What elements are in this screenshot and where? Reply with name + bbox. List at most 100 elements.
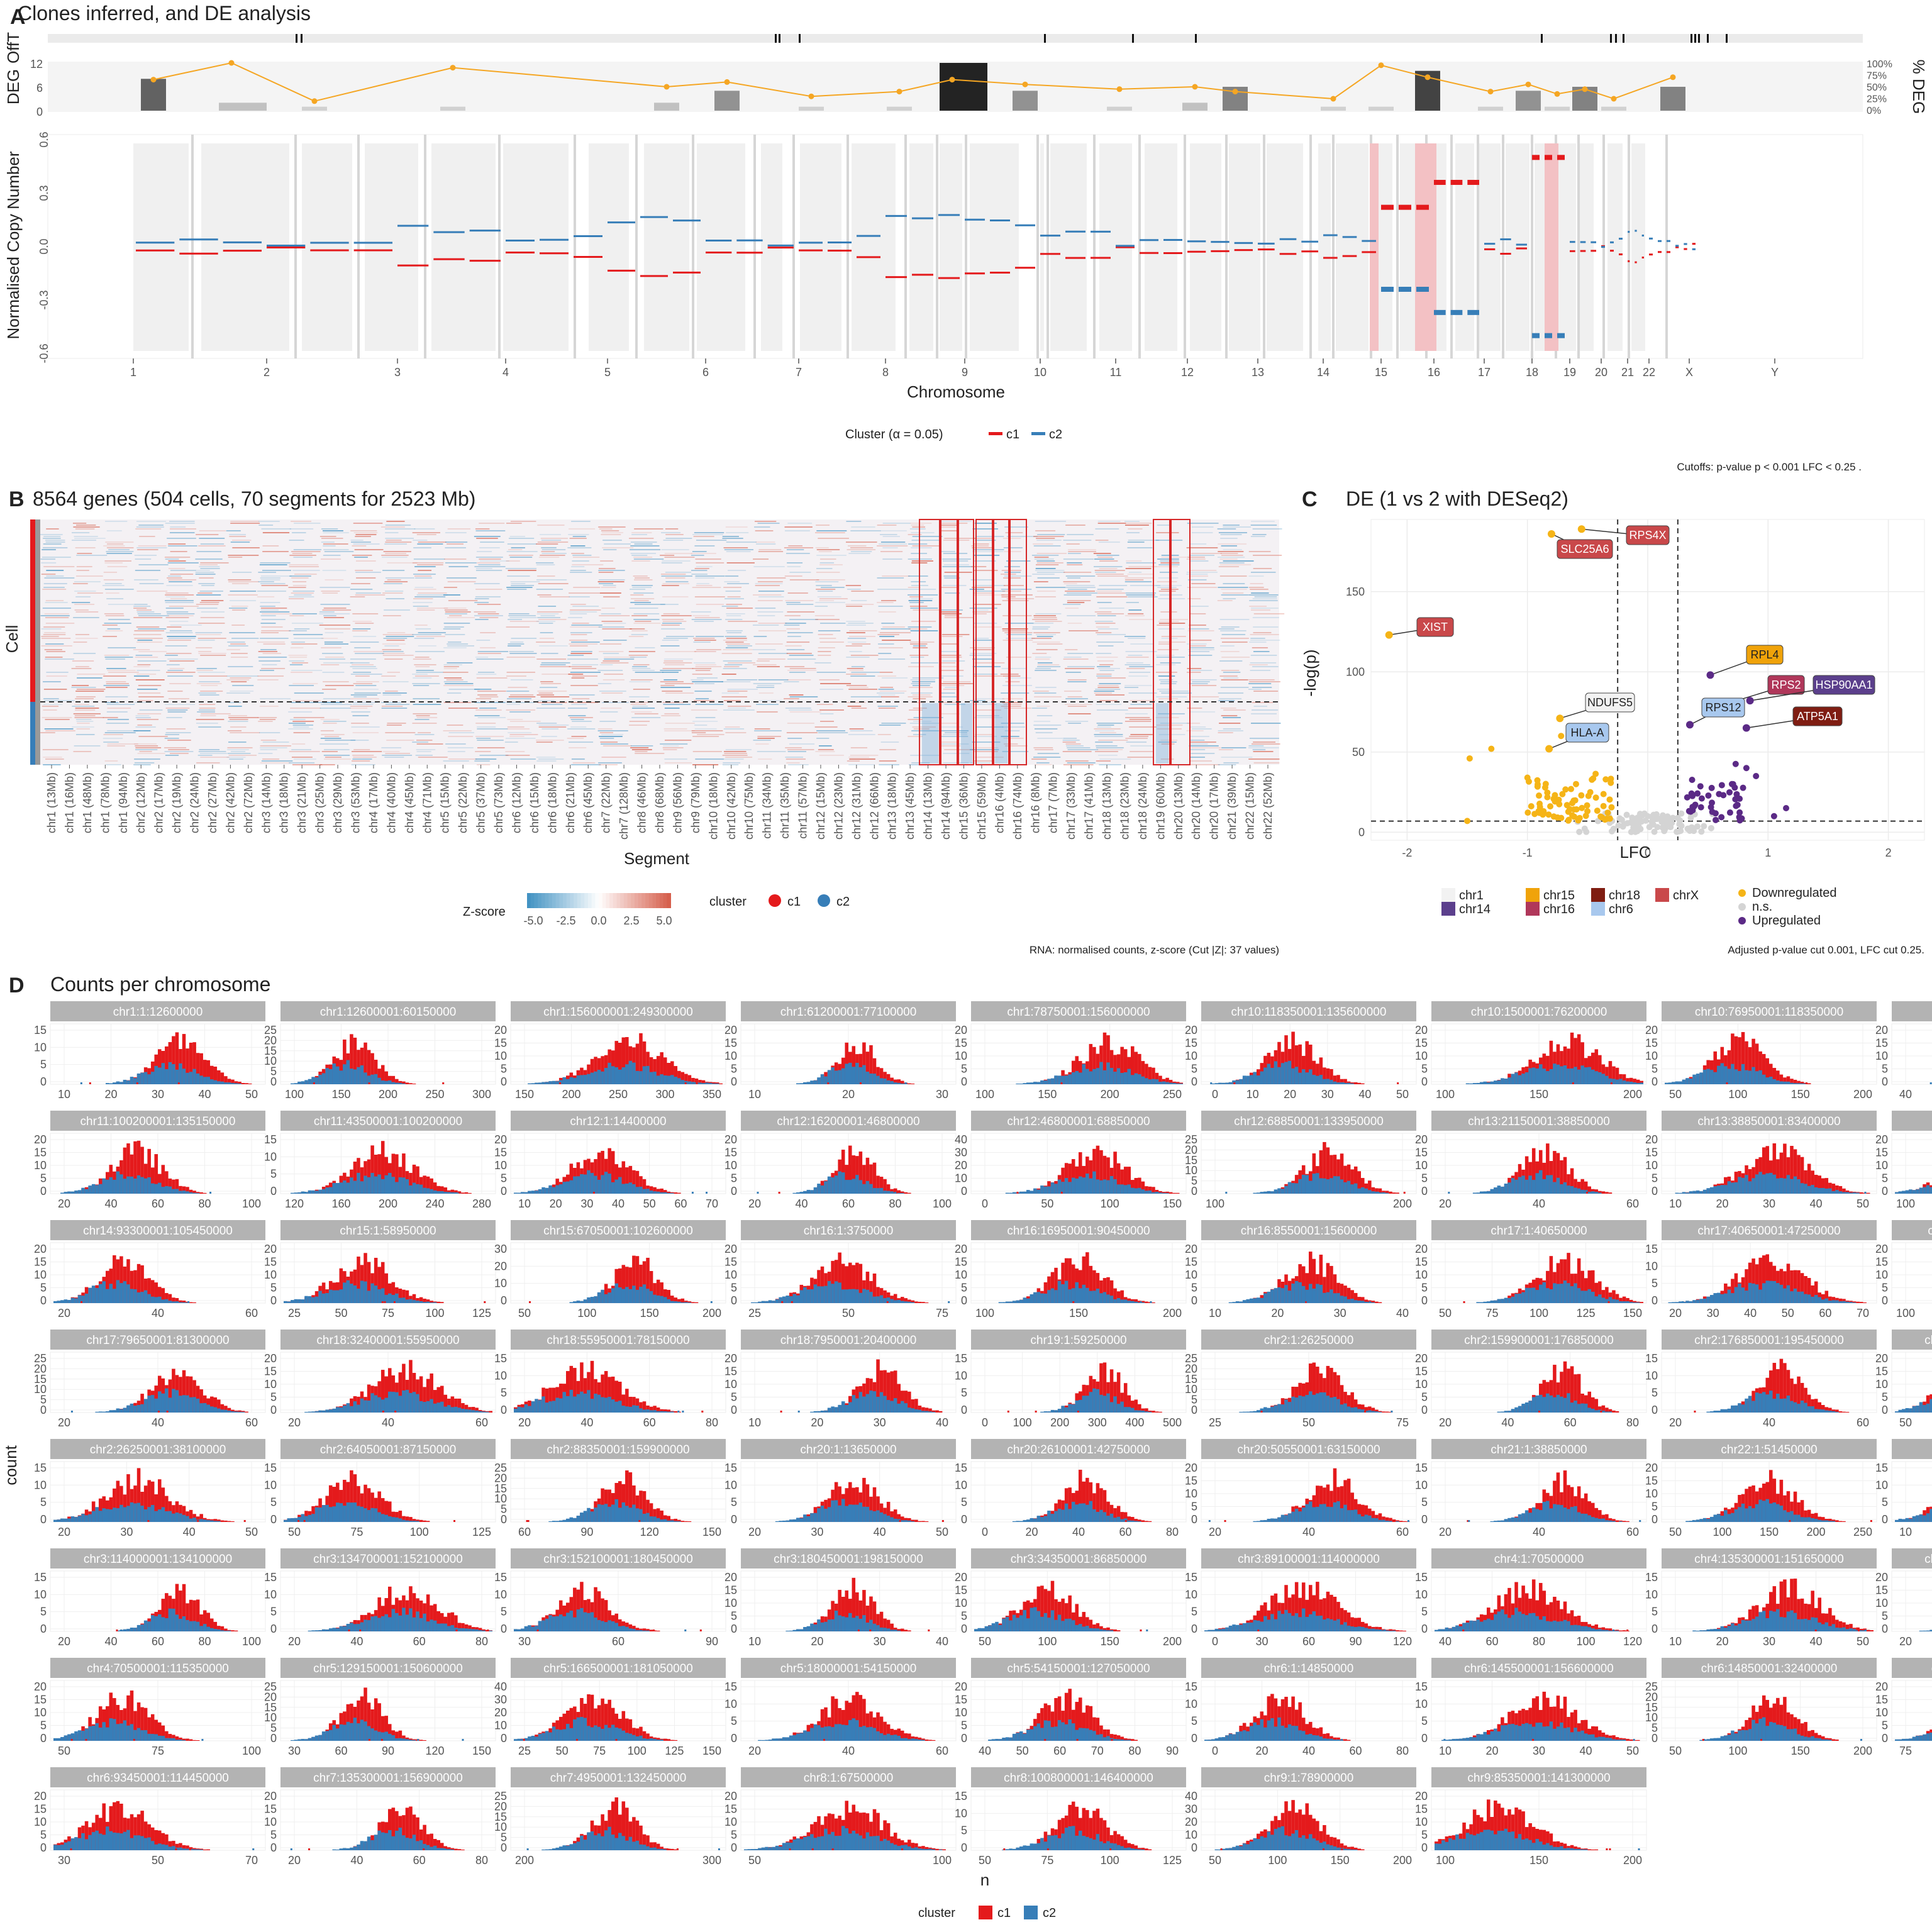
hist-bar-c2 bbox=[625, 1064, 629, 1084]
heatmap-cell bbox=[784, 575, 802, 577]
cn-y-tick: -0.6 bbox=[38, 343, 50, 363]
facet-y-tick: 10 bbox=[34, 1041, 47, 1053]
heatmap-cell bbox=[167, 709, 188, 711]
heatmap-cell bbox=[1035, 764, 1052, 765]
hist-bar-c2 bbox=[1158, 1082, 1162, 1084]
heatmap-cell bbox=[567, 547, 592, 548]
offt-mark bbox=[1615, 34, 1617, 43]
hist-bar-c1 bbox=[862, 1165, 866, 1194]
heatmap-cell bbox=[1097, 602, 1112, 603]
heatmap-cell bbox=[1190, 749, 1206, 750]
heatmap-cell bbox=[1097, 660, 1114, 662]
heatmap-cell bbox=[787, 566, 801, 567]
heatmap-cell bbox=[818, 651, 831, 652]
heatmap-cell bbox=[1004, 708, 1031, 709]
heatmap-cell bbox=[1158, 675, 1175, 677]
hist-bar-c2 bbox=[165, 1186, 169, 1194]
chr-tick-label: 14 bbox=[1317, 366, 1330, 379]
hist-bar-c1 bbox=[1323, 1067, 1326, 1084]
segment-tick-label: chr5 (15Mb) bbox=[439, 772, 452, 833]
heatmap-cell bbox=[443, 628, 461, 630]
hist-bar-c1 bbox=[1577, 1182, 1581, 1194]
heatmap-cell bbox=[787, 562, 803, 564]
heatmap-cell bbox=[1096, 641, 1124, 643]
heatmap-cell bbox=[1190, 743, 1208, 745]
heatmap-cell bbox=[1253, 741, 1276, 743]
heatmap-cell bbox=[1191, 696, 1219, 697]
heatmap-cell bbox=[602, 745, 632, 747]
heatmap-cell bbox=[262, 758, 280, 760]
heatmap-cell bbox=[386, 724, 402, 726]
heatmap-cell bbox=[599, 615, 630, 616]
heatmap-cell bbox=[107, 745, 125, 747]
hist-bar-c1 bbox=[1102, 1155, 1107, 1194]
heatmap-cell bbox=[600, 743, 628, 745]
gene-label-text: RPS12 bbox=[1705, 701, 1741, 714]
heatmap-cell bbox=[322, 653, 343, 654]
facet-x-tick: 200 bbox=[562, 1088, 580, 1101]
hist-bar-c2 bbox=[799, 1083, 804, 1084]
hist-bar-c1 bbox=[1745, 1041, 1748, 1084]
heatmap-cell bbox=[352, 613, 379, 614]
heatmap-cell bbox=[169, 683, 191, 684]
heatmap-cell bbox=[382, 634, 414, 635]
hist-bar-c2 bbox=[541, 1187, 545, 1194]
heatmap-cell bbox=[382, 649, 401, 650]
facet-y-tick: 5 bbox=[1652, 1172, 1658, 1185]
segment-tick-label: chr12 (66Mb) bbox=[868, 772, 880, 840]
labeled-point bbox=[1556, 714, 1564, 723]
heatmap-cell bbox=[355, 675, 370, 677]
cluster-bar-c1 bbox=[30, 519, 35, 702]
heatmap-cell bbox=[1223, 762, 1239, 763]
heatmap-cell bbox=[414, 587, 434, 588]
heatmap-cell bbox=[728, 570, 747, 571]
hist-bar-c1 bbox=[879, 1177, 884, 1194]
hist-outlier bbox=[1210, 1082, 1213, 1084]
hist-bar-c2 bbox=[140, 1177, 144, 1194]
hist-bar-c2 bbox=[343, 1064, 347, 1084]
hist-bar-c1 bbox=[1346, 1164, 1351, 1194]
heatmap-cell bbox=[723, 668, 747, 669]
heatmap-cell bbox=[383, 551, 411, 552]
heatmap-cell bbox=[1094, 558, 1114, 560]
facet-x-tick: 0 bbox=[1212, 1088, 1218, 1101]
heatmap-cell bbox=[665, 664, 685, 665]
heatmap-cell bbox=[819, 638, 836, 639]
hist-bar-c2 bbox=[113, 1082, 116, 1084]
hist-bar-c2 bbox=[1591, 1191, 1595, 1194]
hist-bar-c2 bbox=[1113, 1072, 1117, 1084]
heatmap-cell bbox=[509, 617, 537, 618]
chr-band bbox=[909, 143, 933, 351]
heatmap-cell bbox=[939, 741, 957, 743]
chr-band bbox=[302, 143, 352, 351]
heatmap-cell bbox=[476, 658, 504, 660]
heatmap-cell bbox=[415, 651, 445, 652]
hist-bar-c1 bbox=[1350, 1082, 1354, 1084]
heatmap-cell bbox=[385, 577, 414, 579]
heatmap-cell bbox=[1253, 706, 1267, 707]
heatmap-cell bbox=[74, 717, 104, 718]
gene-label-text: NDUFS5 bbox=[1587, 696, 1633, 709]
facet-y-tick: 15 bbox=[724, 1037, 737, 1050]
heatmap-cell bbox=[289, 555, 316, 556]
heatmap-cell bbox=[1062, 751, 1092, 752]
hist-bar-c1 bbox=[1640, 1080, 1643, 1084]
heatmap-cell bbox=[602, 653, 619, 654]
heatmap-cell bbox=[415, 577, 433, 579]
hist-bar-c2 bbox=[343, 1180, 347, 1194]
heatmap-cell bbox=[477, 613, 499, 614]
labeled-point bbox=[1547, 530, 1555, 538]
heatmap-cell bbox=[261, 760, 293, 762]
heatmap-cell bbox=[786, 762, 800, 763]
heatmap-cell bbox=[1218, 749, 1233, 750]
heatmap-cell bbox=[417, 564, 443, 565]
hist-bar-c2 bbox=[848, 1180, 852, 1194]
facet-y-tick: 20 bbox=[724, 1133, 737, 1146]
heatmap-cell bbox=[1001, 594, 1033, 596]
heatmap-cell bbox=[382, 570, 405, 571]
heatmap-cell bbox=[506, 672, 536, 673]
heatmap-cell bbox=[1126, 560, 1142, 562]
heatmap-cell bbox=[662, 668, 694, 669]
heatmap bbox=[40, 519, 1285, 765]
